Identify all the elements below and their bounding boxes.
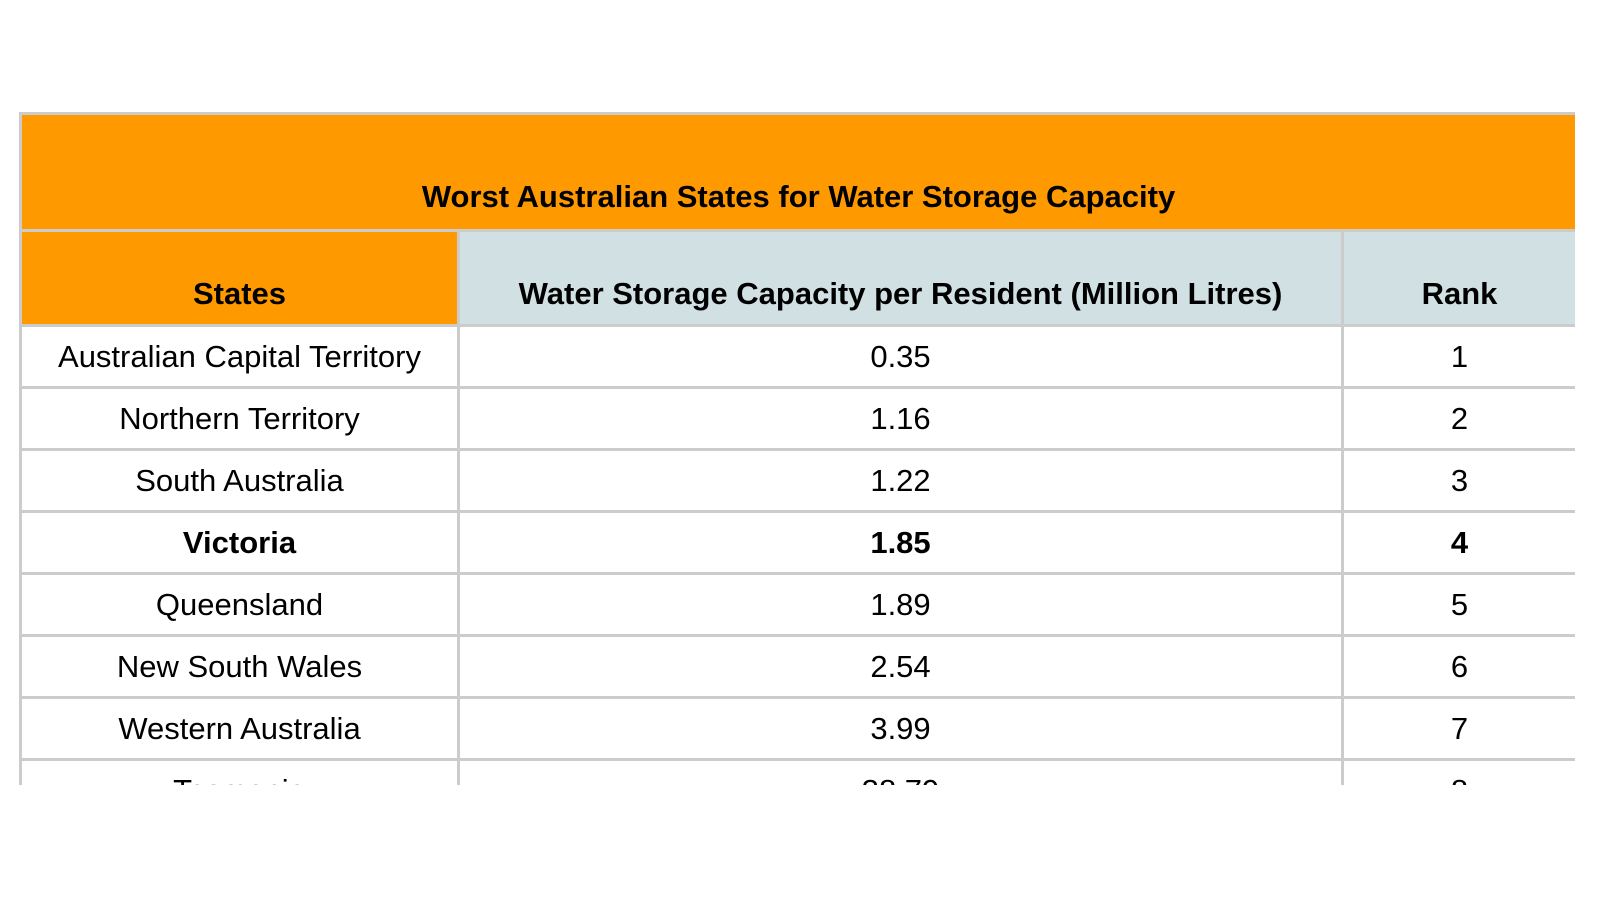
cell-state: Australian Capital Territory (19, 324, 460, 389)
table-row: Queensland 1.89 5 (19, 572, 1575, 637)
cell-rank: 6 (1341, 634, 1575, 699)
table-row: Western Australia 3.99 7 (19, 696, 1575, 761)
cell-capacity: 38.79 (457, 758, 1344, 785)
table-row: Victoria 1.85 4 (19, 510, 1575, 575)
table-title: Worst Australian States for Water Storag… (19, 112, 1575, 232)
cell-rank: 3 (1341, 448, 1575, 513)
cell-state: Northern Territory (19, 386, 460, 451)
cell-rank: 7 (1341, 696, 1575, 761)
cell-capacity: 1.85 (457, 510, 1344, 575)
cell-state: New South Wales (19, 634, 460, 699)
table-row: Tasmania38.798 (19, 758, 1575, 785)
cell-rank: 5 (1341, 572, 1575, 637)
cell-state: Queensland (19, 572, 460, 637)
cell-capacity: 1.22 (457, 448, 1344, 513)
cell-rank: 8 (1341, 758, 1575, 785)
cell-capacity: 1.16 (457, 386, 1344, 451)
cell-rank: 1 (1341, 324, 1575, 389)
cell-rank: 4 (1341, 510, 1575, 575)
column-header-states: States (19, 229, 460, 327)
column-header-rank: Rank (1341, 229, 1575, 327)
cell-capacity: 1.89 (457, 572, 1344, 637)
water-storage-table: Worst Australian States for Water Storag… (19, 112, 1575, 785)
cell-capacity: 2.54 (457, 634, 1344, 699)
table-row: New South Wales 2.54 6 (19, 634, 1575, 699)
table-row: Northern Territory 1.16 2 (19, 386, 1575, 451)
table-container: Worst Australian States for Water Storag… (19, 112, 1575, 785)
cell-rank: 2 (1341, 386, 1575, 451)
table-row: Australian Capital Territory 0.35 1 (19, 324, 1575, 389)
column-header-capacity: Water Storage Capacity per Resident (Mil… (457, 229, 1344, 327)
table-row: South Australia 1.22 3 (19, 448, 1575, 513)
cell-state: Victoria (19, 510, 460, 575)
cell-state: South Australia (19, 448, 460, 513)
cell-capacity: 3.99 (457, 696, 1344, 761)
cell-state: Tasmania (19, 758, 460, 785)
cell-state: Western Australia (19, 696, 460, 761)
cell-capacity: 0.35 (457, 324, 1344, 389)
